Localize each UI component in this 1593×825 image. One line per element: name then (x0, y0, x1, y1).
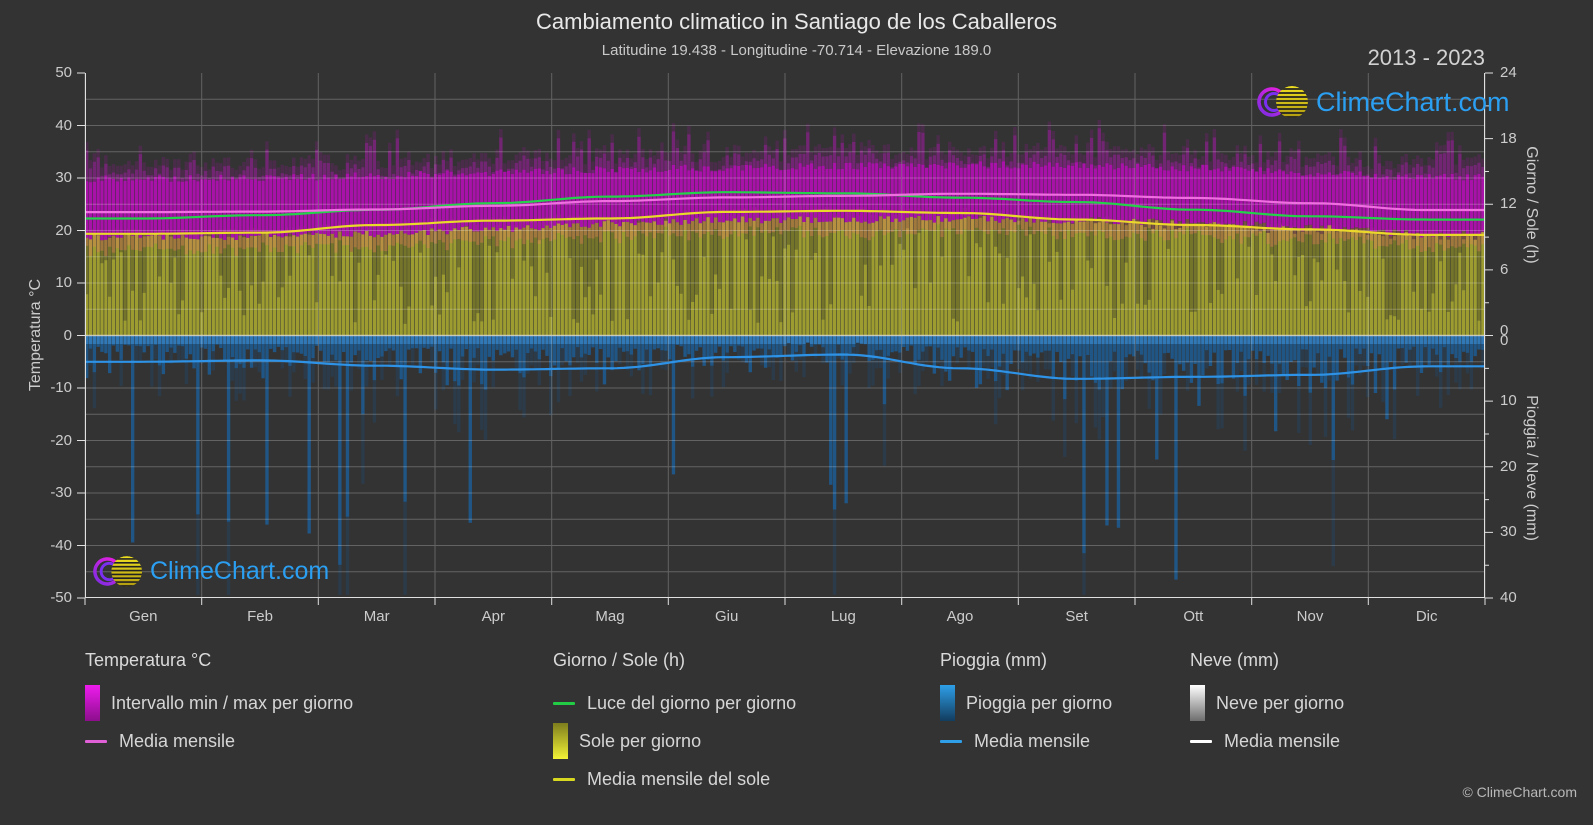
tick-label-month-Ott: Ott (1183, 608, 1204, 625)
snow-mean-line-swatch (1190, 739, 1212, 743)
y-axis-title-temperature: Temperatura °C (27, 278, 44, 392)
watermark-logo-bottom-left: ClimeChart.com (92, 553, 329, 590)
layer-olive (85, 205, 1485, 336)
sun-mean-line (85, 209, 1485, 236)
legend-group-title: Giorno / Sole (h) (553, 650, 686, 670)
legend-item-label: Neve per giorno (1216, 692, 1345, 713)
legend-group-day-sun: Giorno / Sole (h) Luce del giorno per gi… (553, 650, 796, 798)
chart-subtitle: Latitudine 19.438 - Longitudine -70.714 … (601, 42, 992, 59)
legend-item: Media mensile (85, 722, 353, 760)
tick-label-temp--40: -40 (50, 536, 72, 554)
tick-label-month-Mar: Mar (363, 608, 390, 625)
legend-item-label: Intervallo min / max per giorno (111, 692, 354, 713)
legend-item-label: Luce del giorno per giorno (587, 692, 797, 713)
rain-mean-line-swatch (940, 739, 962, 743)
layer-band (85, 161, 1485, 241)
legend-item-label: Media mensile (1224, 730, 1341, 751)
tick-label-temp--20: -20 (50, 431, 72, 449)
tick-label-month-Feb: Feb (247, 608, 273, 625)
climechart-logo-icon (1257, 86, 1308, 118)
legend-item: Media mensile (940, 722, 1112, 760)
layer-rainDeep (88, 342, 1485, 595)
rain-bar-swatch (940, 685, 955, 721)
climechart-logo-icon (93, 556, 143, 587)
temp-range-swatch (85, 685, 100, 721)
layer-salmon (85, 215, 1485, 256)
legend-group-title: Temperatura °C (85, 650, 212, 670)
watermark-logo-top-right: ClimeChart.com (1256, 83, 1510, 121)
daylight-line (85, 191, 1485, 221)
legend-group-title: Pioggia (mm) (940, 650, 1048, 670)
tick-label-temp-20: 20 (55, 221, 72, 239)
tick-label-temp-30: 30 (55, 169, 72, 186)
tick-label-month-Set: Set (1065, 608, 1088, 625)
sun-area-swatch (553, 723, 568, 759)
snow-bar-swatch (1190, 685, 1205, 721)
tick-label-sun-6: 6 (1500, 260, 1509, 278)
tick-label-precip-30: 30 (1500, 523, 1517, 541)
tick-label-month-Gen: Gen (129, 608, 158, 625)
legend-item-label: Media mensile (119, 730, 236, 751)
legend-item: Media mensile del sole (553, 760, 796, 798)
tick-label-month-Giu: Giu (714, 608, 739, 625)
tick-label-temp--50: -50 (50, 589, 72, 606)
tick-label-month-Ago: Ago (946, 608, 974, 625)
tick-label-precip-0: 0 (1500, 331, 1509, 349)
tick-label-month-Nov: Nov (1296, 608, 1324, 625)
period-label: 2013 - 2023 (1367, 45, 1485, 70)
legend-group-snow: Neve (mm) Neve per giorno Media mensile (1190, 650, 1344, 760)
legend-group-temperature: Temperatura °C Intervallo min / max per … (85, 650, 353, 760)
tick-label-sun-18: 18 (1500, 129, 1517, 147)
tick-label-month-Mag: Mag (595, 608, 625, 625)
legend-item: Luce del giorno per giorno (553, 684, 796, 722)
tick-label-sun-12: 12 (1500, 195, 1517, 213)
legend-item: Media mensile (1190, 722, 1344, 760)
temp-mean-line-swatch (85, 739, 107, 743)
tick-label-month-Dic: Dic (1415, 608, 1438, 625)
legend-group-rain: Pioggia (mm) Pioggia per giorno Media me… (940, 650, 1112, 760)
tick-label-month-Apr: Apr (481, 608, 505, 625)
legend-item: Intervallo min / max per giorno (85, 684, 353, 722)
tick-label-precip-20: 20 (1500, 457, 1517, 475)
tick-label-month-Lug: Lug (830, 608, 856, 625)
page-title: Cambiamento climatico in Santiago de los… (536, 9, 1057, 34)
watermark-text: ClimeChart.com (1316, 86, 1510, 117)
legend-item-label: Media mensile del sole (587, 768, 771, 789)
legend-group-title: Neve (mm) (1190, 650, 1279, 670)
tick-label-sun-24: 24 (1500, 64, 1517, 81)
tick-label-precip-10: 10 (1500, 392, 1517, 410)
y-axis-title-rain-snow: Pioggia / Neve (mm) (1523, 395, 1540, 541)
y-axis-title-day-sun: Giorno / Sole (h) (1523, 146, 1540, 264)
legend-item: Sole per giorno (553, 722, 796, 760)
legend-item-label: Media mensile (974, 730, 1091, 751)
layer-fuzz1 (85, 128, 1485, 183)
legend-item: Neve per giorno (1190, 684, 1344, 722)
tick-label-sun-0: 0 (1500, 321, 1509, 339)
tick-label-temp-40: 40 (55, 116, 72, 134)
temp-mean-line (85, 192, 1485, 214)
tick-label-temp-50: 50 (55, 64, 72, 81)
axes-spines-ticks (77, 72, 1493, 605)
watermark-text: ClimeChart.com (150, 557, 330, 585)
layer-fuzz2 (85, 119, 1485, 179)
layer-rainCap (85, 336, 1485, 344)
rain-mean-line (85, 353, 1485, 380)
tick-label-temp--30: -30 (50, 484, 72, 501)
sun-mean-line-swatch (553, 777, 575, 781)
climate-plot-canvas (77, 72, 1493, 605)
daylight-line-swatch (553, 701, 575, 705)
tick-label-precip-40: 40 (1500, 589, 1517, 606)
legend-item-label: Pioggia per giorno (966, 692, 1113, 713)
legend-item-label: Sole per giorno (579, 730, 702, 751)
legend-item: Pioggia per giorno (940, 684, 1112, 722)
copyright-label: © ClimeChart.com (1462, 784, 1577, 800)
